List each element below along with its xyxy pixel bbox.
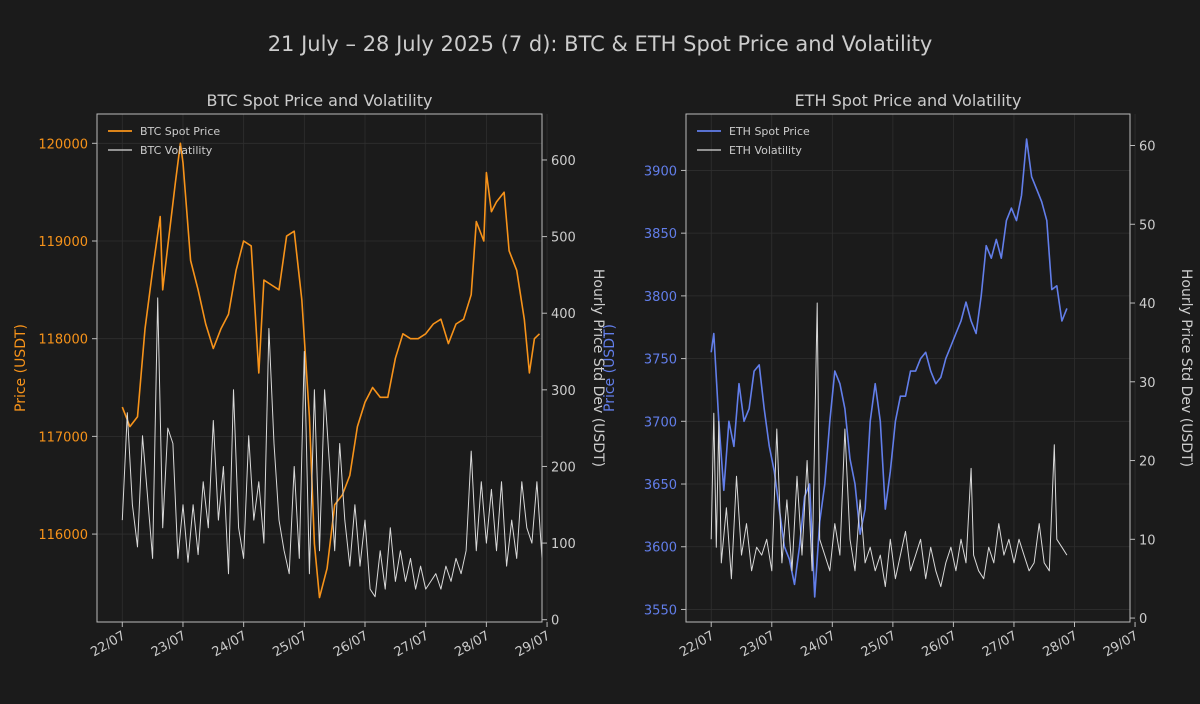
eth-y-tick-label: 3600 (644, 541, 677, 556)
btc-volatility-line (121, 297, 543, 598)
btc-y2-tick-label: 300 (551, 384, 576, 399)
eth-price-line (710, 138, 1068, 598)
btc-y-axis-label: Price (USDT) (13, 324, 29, 412)
eth-plot-area (686, 114, 1130, 622)
eth-y2-tick-label: 30 (1139, 376, 1156, 391)
btc-y-tick-label: 116000 (38, 528, 88, 543)
eth-y-axis-label: Price (USDT) (602, 324, 618, 412)
btc-y2-axis-label: Hourly Price Std Dev (USDT) (590, 269, 606, 467)
eth-legend-label: ETH Volatility (729, 144, 802, 157)
btc-y-tick-label: 120000 (38, 137, 88, 152)
eth-y-tick-label: 3550 (644, 603, 677, 618)
eth-y-tick-label: 3800 (644, 290, 677, 305)
eth-y-tick-label: 3850 (644, 227, 677, 242)
eth-y-tick-label: 3650 (644, 478, 677, 493)
btc-y-tick-label: 119000 (38, 235, 88, 250)
btc-axes-frame (96, 113, 543, 623)
eth-volatility-line (710, 302, 1068, 588)
eth-axes-frame (685, 113, 1131, 623)
btc-y-tick-label: 118000 (38, 333, 88, 348)
btc-y2-tick-label: 100 (551, 537, 576, 552)
btc-legend-label: BTC Volatility (140, 144, 213, 157)
btc-legend: BTC Spot Price BTC Volatility (108, 125, 220, 157)
btc-y2-tick-label: 600 (551, 154, 576, 169)
btc-price-line (121, 142, 541, 599)
eth-y2-axis-label: Hourly Price Std Dev (USDT) (1178, 269, 1194, 467)
btc-chart-title: BTC Spot Price and Volatility (207, 91, 433, 110)
eth-y-tick-label: 3900 (644, 164, 677, 179)
btc-y2-tick-label: 400 (551, 307, 576, 322)
eth-y2-tick-label: 10 (1139, 533, 1156, 548)
eth-y2-tick-label: 0 (1139, 612, 1147, 627)
btc-y2-tick-label: 200 (551, 460, 576, 475)
eth-legend-label: ETH Spot Price (729, 125, 810, 138)
btc-legend-label: BTC Spot Price (140, 125, 220, 138)
eth-y-tick-label: 3700 (644, 415, 677, 430)
btc-y2-tick-label: 500 (551, 231, 576, 246)
eth-y2-tick-label: 40 (1139, 297, 1156, 312)
figure-title: 21 July – 28 July 2025 (7 d): BTC & ETH … (268, 32, 933, 56)
eth-y2-tick-label: 20 (1139, 455, 1156, 470)
eth-y-tick-label: 3750 (644, 353, 677, 368)
eth-y2-tick-label: 60 (1139, 140, 1156, 155)
eth-chart-title: ETH Spot Price and Volatility (795, 91, 1022, 110)
eth-legend: ETH Spot Price ETH Volatility (697, 125, 810, 157)
btc-y-tick-label: 117000 (38, 430, 88, 445)
eth-y2-tick-label: 50 (1139, 218, 1156, 233)
btc-y2-tick-label: 0 (551, 614, 559, 629)
